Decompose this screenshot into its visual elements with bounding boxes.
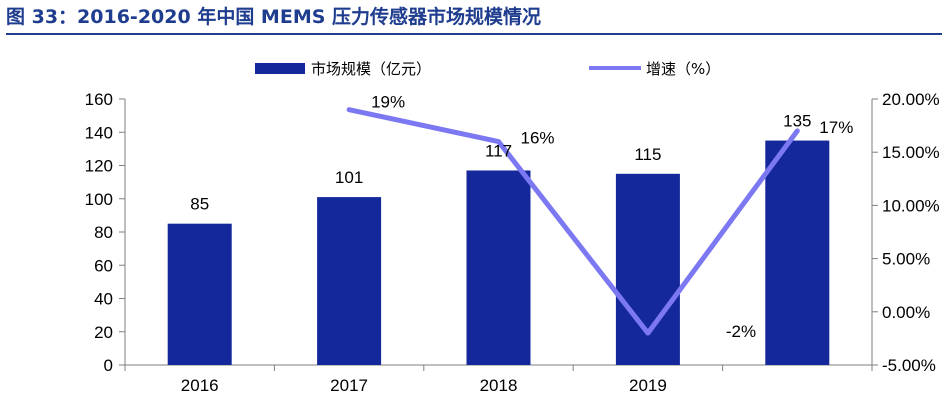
y-tick-label: 100 bbox=[85, 190, 113, 209]
legend-line-label: 增速（%） bbox=[646, 60, 720, 78]
y-tick-label: 160 bbox=[85, 90, 113, 109]
legend-bar-label: 市场规模（亿元） bbox=[311, 60, 431, 78]
y2-tick-label: 20.00% bbox=[882, 90, 940, 109]
x-tick-label: 2016 bbox=[181, 376, 219, 395]
figure-title: 图 33：2016-2020 年中国 MEMS 压力传感器市场规模情况 bbox=[6, 6, 542, 28]
y-tick-label: 60 bbox=[94, 256, 113, 275]
legend-bar-swatch bbox=[255, 63, 305, 74]
title-divider bbox=[6, 33, 942, 35]
axes: 0 20 40 60 80 100 120 140 160 -5.00% 0.00% 5.00% 10.… bbox=[85, 90, 940, 395]
legend: 市场规模（亿元） 增速（%） bbox=[255, 60, 720, 78]
x-tick-label: 2018 bbox=[480, 376, 518, 395]
y-tick-label: 120 bbox=[85, 157, 113, 176]
bar-value-label: 115 bbox=[634, 145, 661, 164]
growth-line bbox=[346, 107, 800, 336]
y-tick-label: 20 bbox=[94, 323, 113, 342]
bar-value-label: 101 bbox=[335, 168, 363, 187]
y-tick-label: 0 bbox=[104, 356, 113, 375]
x-tick-label: 2019 bbox=[629, 376, 667, 395]
y-tick-label: 80 bbox=[94, 223, 113, 242]
y2-tick-label: 5.00% bbox=[882, 250, 930, 269]
bar-value-label: 117 bbox=[485, 141, 512, 160]
bar bbox=[317, 197, 382, 365]
growth-value-label: 19% bbox=[371, 93, 405, 112]
bar bbox=[167, 223, 232, 365]
y-tick-label: 40 bbox=[94, 290, 113, 309]
y-tick-label: 140 bbox=[85, 123, 113, 142]
bar-value-label: 85 bbox=[190, 195, 209, 214]
y2-tick-label: 0.00% bbox=[882, 303, 930, 322]
y2-tick-label: -5.00% bbox=[882, 356, 936, 375]
growth-line-path bbox=[346, 107, 800, 336]
y2-tick-label: 15.00% bbox=[882, 143, 940, 162]
y2-tick-label: 10.00% bbox=[882, 196, 940, 215]
bar bbox=[765, 140, 830, 365]
bar bbox=[466, 170, 531, 365]
growth-value-label: 17% bbox=[819, 118, 853, 137]
data-labels: 85 101 117 115 135 19% 16% -2% 17% bbox=[190, 93, 853, 341]
x-tick-label: 2017 bbox=[330, 376, 368, 395]
growth-value-label: 16% bbox=[521, 129, 555, 148]
bar bbox=[615, 173, 680, 365]
growth-value-label: -2% bbox=[726, 322, 756, 341]
bar-value-label: 135 bbox=[783, 112, 811, 131]
